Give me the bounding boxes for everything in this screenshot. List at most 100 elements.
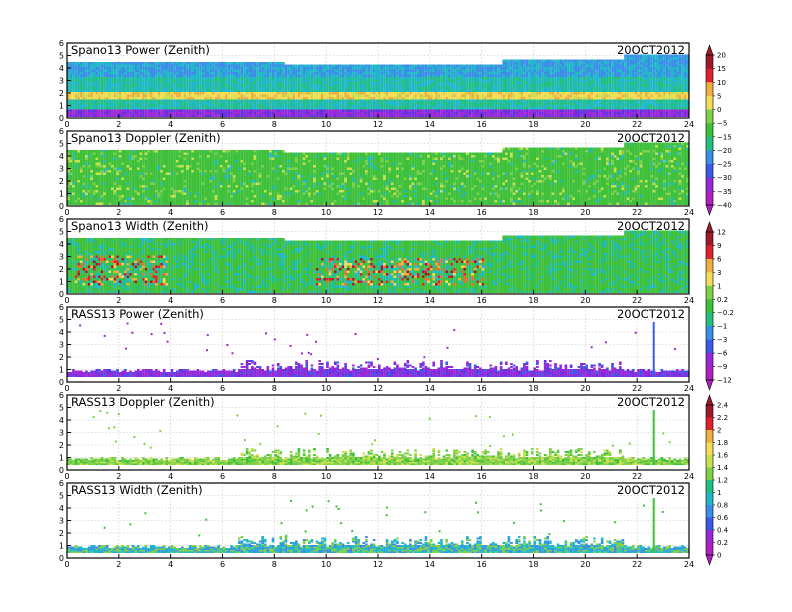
data-cell [235, 114, 239, 117]
data-cell [235, 109, 239, 112]
data-cell [173, 92, 176, 95]
data-cell [87, 77, 91, 80]
data-cell [320, 89, 324, 92]
data-cell [567, 114, 570, 117]
data-cell [533, 84, 537, 87]
data-cell [308, 74, 311, 77]
data-cell [339, 74, 342, 77]
data-cell [388, 82, 391, 85]
data-cell [72, 99, 75, 102]
data-cell [481, 109, 485, 112]
data-cell [72, 72, 75, 75]
data-cell [549, 74, 552, 77]
data-cell [580, 74, 583, 77]
data-cell [427, 72, 430, 75]
data-cell [188, 107, 192, 110]
data-cell [639, 74, 643, 77]
data-cell [564, 109, 568, 112]
data-cell [497, 94, 500, 97]
data-cell [365, 79, 368, 82]
data-cell [427, 102, 430, 105]
data-cell [372, 89, 376, 92]
data-cell [409, 92, 412, 95]
data-cell [196, 67, 200, 70]
data-cell [515, 99, 518, 102]
data-cell [175, 74, 179, 77]
data-cell [302, 97, 306, 100]
data-cell [650, 114, 653, 117]
data-cell [142, 109, 145, 112]
data-cell [574, 104, 578, 107]
data-cell [424, 97, 428, 100]
data-cell [523, 102, 526, 105]
data-cell [619, 112, 622, 115]
data-cell [103, 67, 106, 70]
data-cell [647, 87, 651, 90]
data-cell [77, 74, 80, 77]
data-cell [593, 59, 596, 62]
data-cell [559, 89, 563, 92]
data-cell [230, 89, 233, 92]
data-cell [204, 92, 207, 95]
data-cell [162, 69, 166, 72]
data-cell [251, 102, 254, 105]
data-cell [124, 69, 127, 72]
data-cell [113, 62, 117, 65]
data-cell [165, 107, 169, 110]
data-cell [574, 114, 578, 117]
data-cell [245, 104, 249, 107]
data-cell [204, 114, 207, 117]
data-cell [352, 114, 355, 117]
data-cell [85, 69, 88, 72]
data-cell [525, 84, 529, 87]
data-cell [238, 84, 241, 87]
data-cell [554, 77, 557, 80]
data-cell [585, 62, 588, 65]
data-cell [515, 84, 518, 87]
data-cell [590, 94, 594, 97]
data-cell [450, 84, 454, 87]
data-cell [388, 107, 391, 110]
data-cell [621, 97, 625, 100]
data-cell [455, 112, 459, 115]
data-cell [173, 82, 176, 85]
data-cell [126, 104, 130, 107]
data-cell [193, 69, 197, 72]
data-cell [111, 67, 114, 70]
data-cell [149, 82, 153, 85]
data-cell [551, 77, 555, 80]
data-cell [108, 84, 112, 87]
data-cell [484, 69, 487, 72]
data-cell [129, 89, 132, 92]
data-cell [574, 99, 578, 102]
data-cell [144, 72, 148, 75]
data-cell [372, 79, 376, 82]
data-cell [606, 74, 609, 77]
data-cell [201, 99, 205, 102]
data-cell [258, 107, 262, 110]
data-cell [473, 97, 477, 100]
data-cell [427, 92, 430, 95]
data-cell [263, 74, 267, 77]
data-cell [188, 72, 192, 75]
data-cell [230, 82, 233, 85]
data-cell [175, 82, 179, 85]
data-cell [126, 62, 130, 65]
data-cell [567, 77, 570, 80]
data-cell [479, 87, 482, 90]
data-cell [541, 92, 544, 95]
data-cell [536, 114, 539, 117]
data-cell [634, 54, 638, 57]
data-cell [90, 99, 93, 102]
data-cell [155, 64, 158, 67]
data-cell [256, 87, 259, 90]
data-cell [225, 112, 228, 115]
data-cell [411, 77, 415, 80]
data-cell [113, 72, 117, 75]
data-cell [157, 104, 161, 107]
data-cell [619, 79, 622, 82]
data-cell [481, 84, 485, 87]
data-cell [367, 74, 371, 77]
data-cell [644, 109, 648, 112]
data-cell [510, 64, 513, 67]
